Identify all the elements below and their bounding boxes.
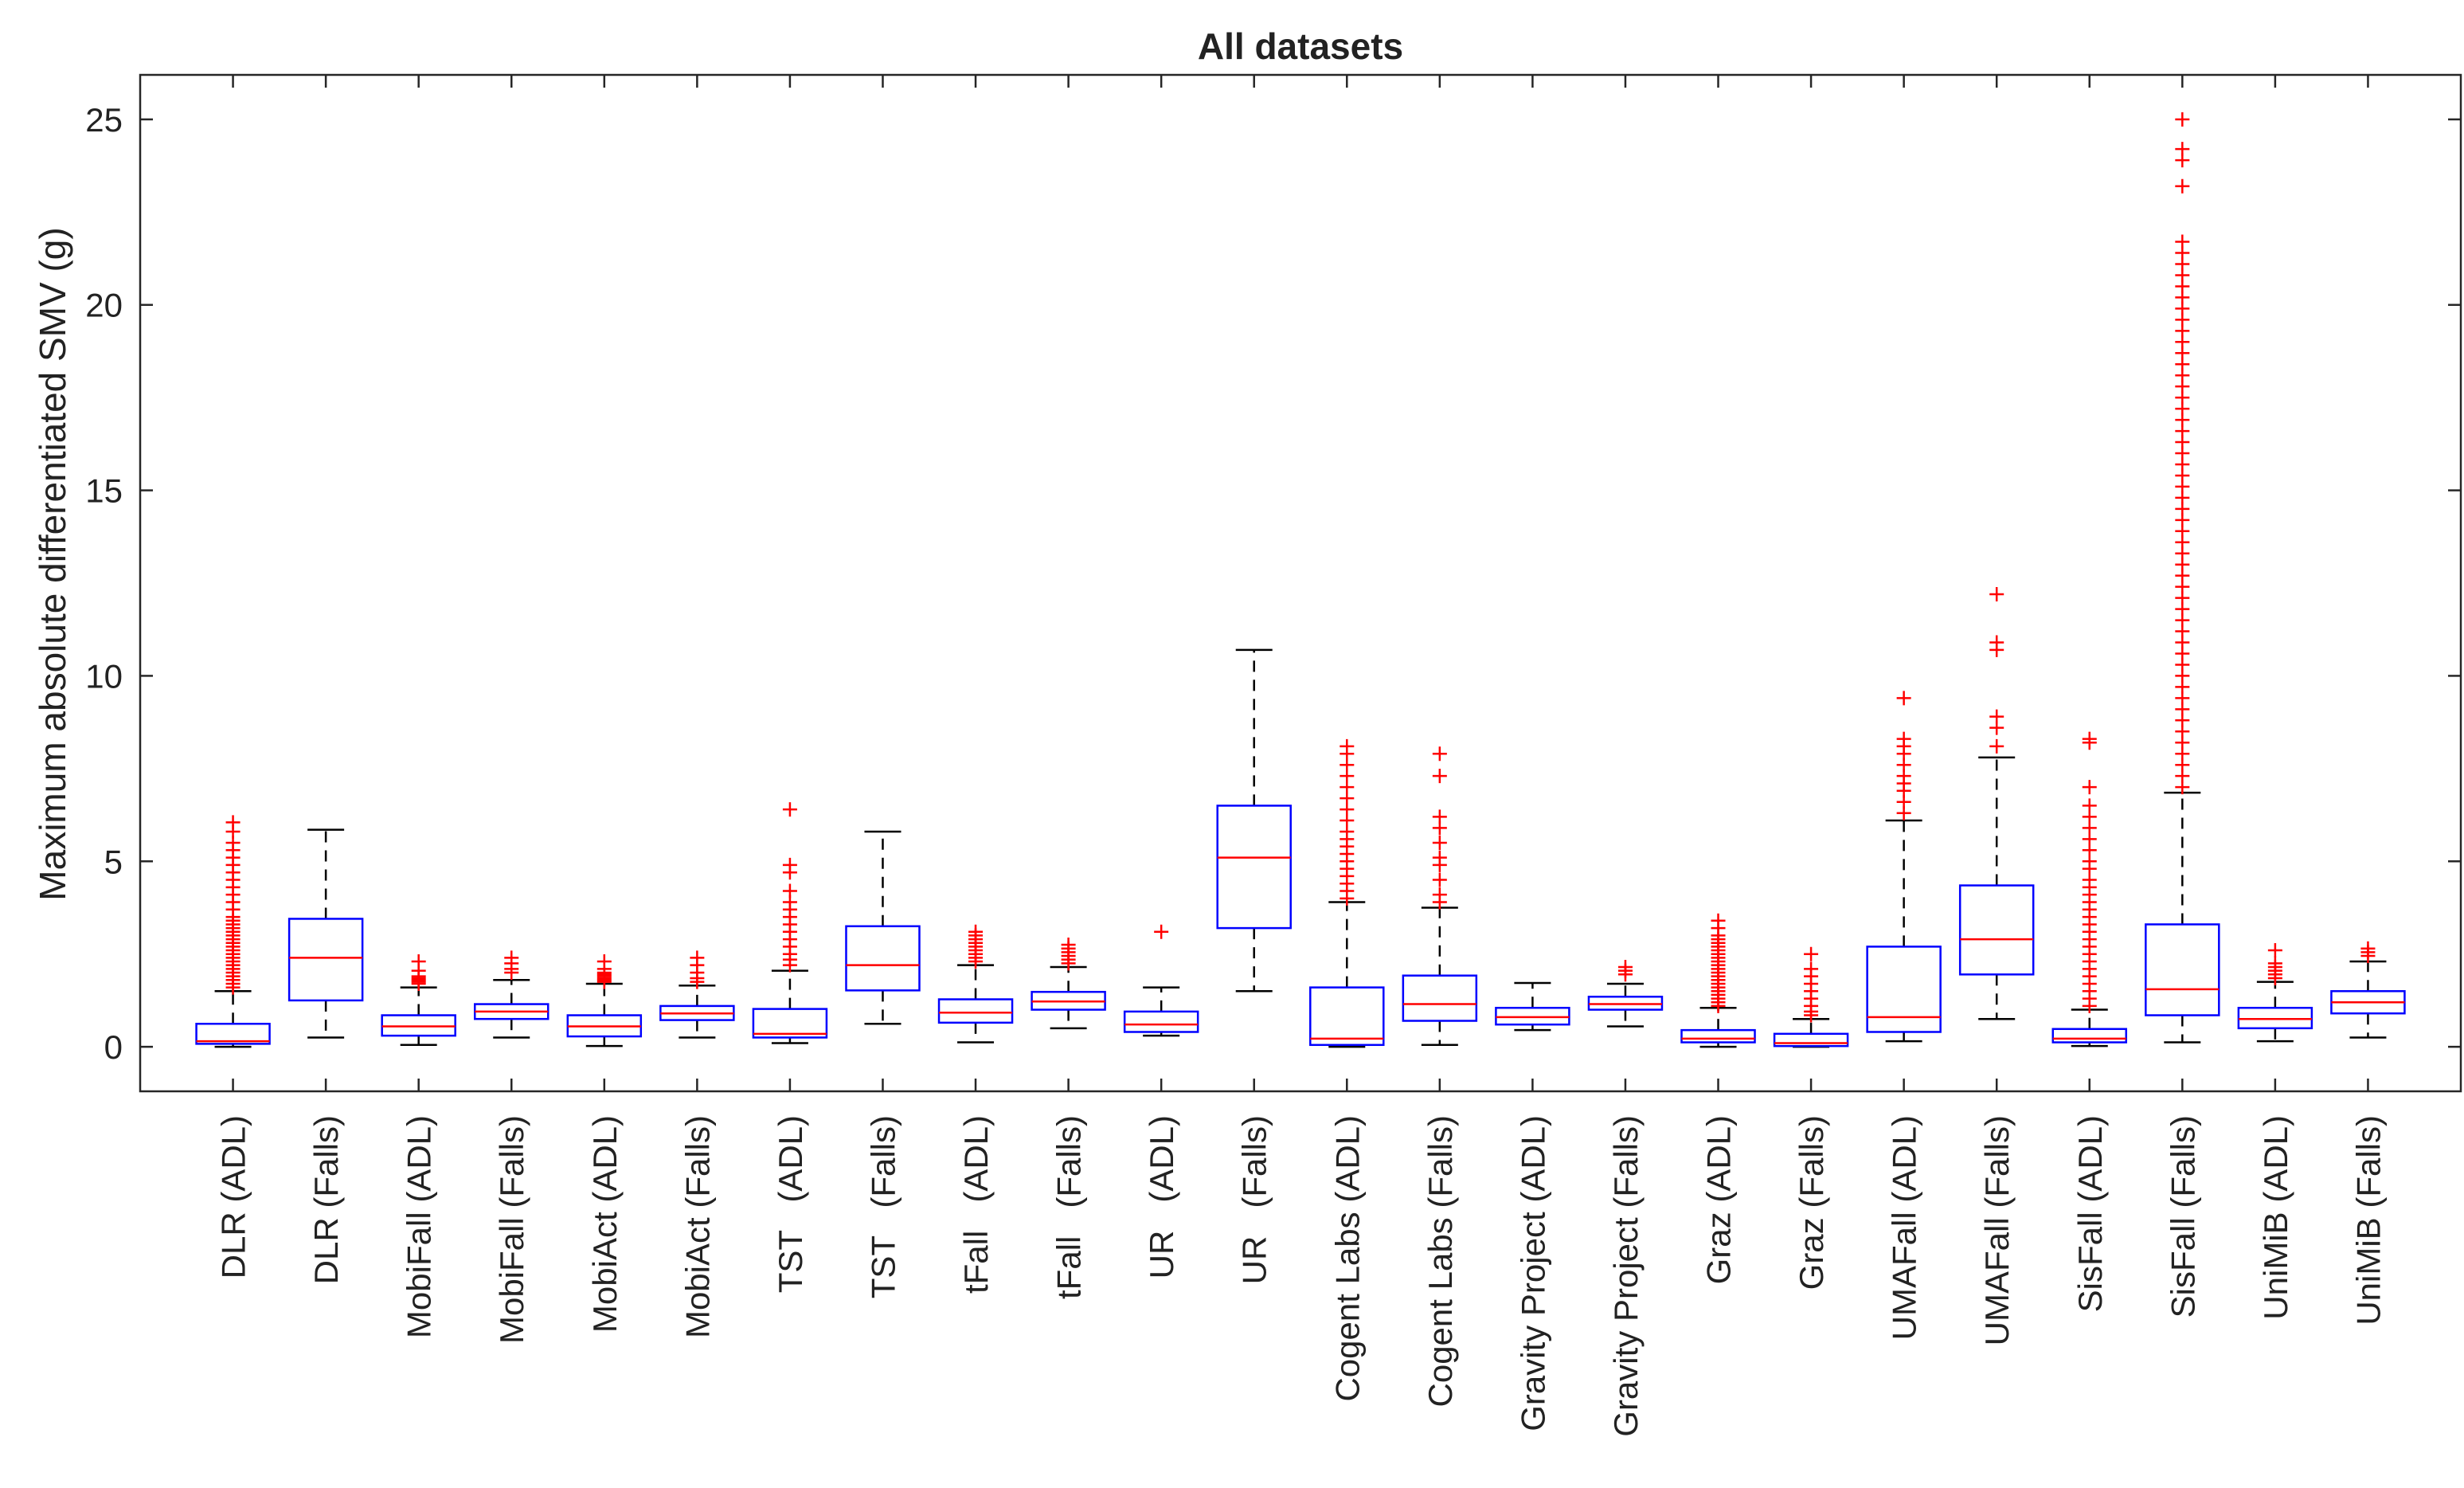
x-category-label: tFall (Falls) — [1050, 1115, 1088, 1299]
y-tick-label: 0 — [104, 1028, 123, 1066]
outlier-marker — [2082, 780, 2097, 795]
outlier-marker — [1989, 738, 2004, 754]
outlier-marker — [1432, 835, 1447, 850]
outlier-marker — [1896, 691, 1911, 706]
box — [1680, 1028, 1756, 1044]
outlier-marker — [1154, 924, 1169, 939]
box — [1309, 986, 1385, 1047]
x-category-label: UMAFall (Falls) — [1978, 1115, 2016, 1345]
x-category-label: Graz (ADL) — [1700, 1115, 1738, 1284]
x-category-label: SisFall (Falls) — [2164, 1115, 2201, 1318]
outlier-marker — [690, 950, 705, 965]
x-category-label: tFall (ADL) — [957, 1115, 995, 1294]
outlier-marker — [782, 883, 797, 899]
outlier-marker — [2175, 142, 2190, 157]
box — [1773, 1032, 1849, 1047]
x-category-label: MobiAct (ADL) — [586, 1115, 624, 1333]
x-category-label: TST (Falls) — [864, 1115, 902, 1298]
box — [287, 918, 364, 1002]
outlier-marker — [1896, 731, 1911, 746]
outlier-marker — [1989, 586, 2004, 601]
x-category-label: MobiAct (Falls) — [679, 1115, 716, 1338]
outlier-marker — [2082, 731, 2097, 746]
outlier-marker — [1711, 913, 1726, 928]
box — [2145, 923, 2220, 1016]
box — [1866, 946, 1942, 1033]
y-tick-label: 15 — [85, 472, 123, 510]
x-category-label: UR (Falls) — [1236, 1115, 1273, 1284]
outlier-marker — [2082, 798, 2097, 813]
outlier-marker — [2175, 234, 2190, 249]
outlier-marker — [596, 954, 612, 969]
outlier-marker — [1989, 635, 2004, 650]
x-category-label: MobiFall (Falls) — [493, 1115, 530, 1344]
outlier-marker — [2175, 178, 2190, 194]
outlier-marker — [1989, 709, 2004, 724]
chart-title: All datasets — [1198, 25, 1403, 67]
outlier-marker — [1804, 946, 1819, 961]
y-tick-label: 5 — [104, 843, 123, 880]
box — [195, 1022, 271, 1045]
outlier-marker — [411, 954, 426, 969]
x-category-label: Cogent Labs (Falls) — [1422, 1115, 1459, 1408]
outlier-marker — [504, 950, 519, 965]
x-category-label: UR (ADL) — [1143, 1115, 1180, 1279]
outlier-marker — [2267, 943, 2282, 958]
x-category-label: Graz (Falls) — [1793, 1115, 1830, 1290]
outlier-marker — [1432, 809, 1447, 824]
outlier-marker — [2175, 112, 2190, 127]
outlier-marker — [1061, 938, 1076, 953]
outlier-marker — [2267, 956, 2282, 971]
y-tick-label: 10 — [85, 657, 123, 695]
outlier-marker — [225, 815, 241, 830]
outlier-marker — [782, 857, 797, 872]
outlier-marker — [1432, 850, 1447, 865]
outlier-marker — [2360, 941, 2376, 956]
outlier-marker — [968, 924, 984, 939]
axes-frame — [139, 73, 2462, 1093]
y-tick-label: 20 — [85, 287, 123, 324]
box — [1958, 884, 2035, 976]
x-category-label: UMAFall (ADL) — [1886, 1115, 1923, 1340]
x-category-label: Gravity Project (Falls) — [1607, 1115, 1645, 1437]
box — [1402, 974, 1478, 1022]
box — [1216, 805, 1292, 930]
outlier-marker — [1432, 746, 1447, 762]
outlier-marker — [1617, 959, 1633, 974]
box — [845, 925, 921, 992]
plot-area: 0 5 10 15 20 25 DLR (ADL) DLR (Falls) MobiFall (… — [85, 73, 2462, 1437]
outlier-marker — [1432, 872, 1447, 887]
x-category-label: UniMiB (ADL) — [2257, 1115, 2294, 1320]
outlier-marker — [1432, 769, 1447, 784]
outlier-marker — [782, 802, 797, 817]
x-category-label: UniMiB (Falls) — [2349, 1115, 2387, 1325]
x-category-label: SisFall (ADL) — [2071, 1115, 2109, 1312]
outlier-marker — [1432, 887, 1447, 903]
box — [1123, 1010, 1199, 1033]
x-category-label: MobiFall (ADL) — [401, 1115, 438, 1338]
box — [937, 998, 1014, 1024]
y-tick-label: 25 — [85, 101, 123, 139]
y-axis-label: Maximum absolute differentiated SMV (g) — [32, 227, 73, 900]
x-category-label: TST (ADL) — [772, 1115, 809, 1293]
x-category-label: DLR (Falls) — [307, 1115, 345, 1284]
x-category-label: DLR (ADL) — [215, 1115, 252, 1279]
x-category-label: Gravity Project (ADL) — [1514, 1115, 1551, 1431]
outlier-marker — [1340, 738, 1355, 754]
box — [2051, 1028, 2128, 1044]
x-category-label: Cogent Labs (ADL) — [1328, 1115, 1366, 1402]
outlier-marker — [1804, 961, 1819, 977]
box — [752, 1008, 828, 1039]
